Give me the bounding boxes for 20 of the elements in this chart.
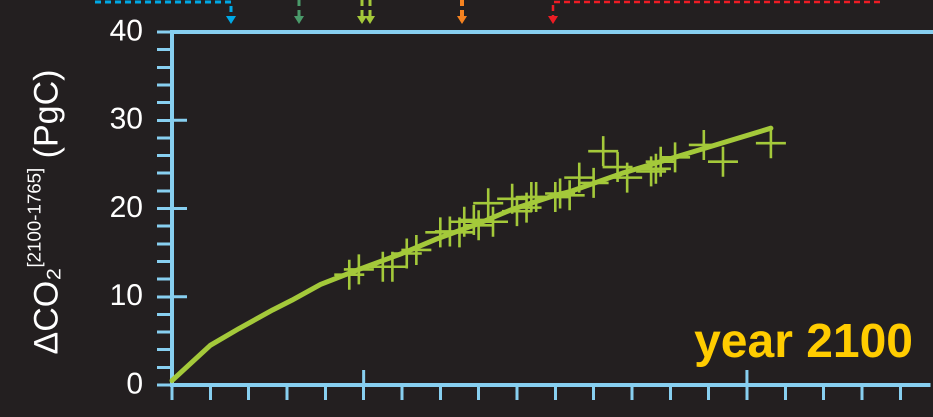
point: [578, 168, 609, 198]
point: [473, 188, 504, 218]
point: [401, 234, 432, 265]
point: [602, 152, 633, 182]
y-tick-label: 40: [110, 14, 143, 48]
y-tick-label: 10: [110, 279, 143, 312]
point: [392, 238, 422, 269]
point: [464, 210, 494, 240]
point: [708, 146, 738, 177]
annotation: year 2100: [694, 315, 913, 368]
point: [660, 142, 690, 172]
y-tick-label: 20: [110, 190, 143, 224]
point: [344, 254, 374, 284]
y-tick-label: 0: [126, 367, 143, 400]
point: [588, 136, 618, 166]
y-tick-label: 30: [110, 102, 143, 136]
point: [646, 146, 676, 177]
point: [756, 128, 786, 158]
point: [564, 162, 594, 193]
point: [612, 162, 642, 193]
